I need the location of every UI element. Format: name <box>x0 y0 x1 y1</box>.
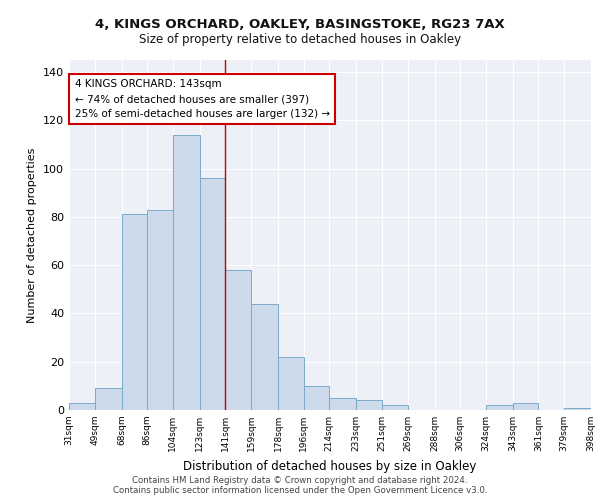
Text: Contains HM Land Registry data © Crown copyright and database right 2024.: Contains HM Land Registry data © Crown c… <box>132 476 468 485</box>
Bar <box>382 405 407 410</box>
Bar <box>564 408 591 410</box>
Text: Contains public sector information licensed under the Open Government Licence v3: Contains public sector information licen… <box>113 486 487 495</box>
Bar <box>122 214 147 410</box>
Bar <box>173 135 200 410</box>
Y-axis label: Number of detached properties: Number of detached properties <box>28 148 37 322</box>
Text: Size of property relative to detached houses in Oakley: Size of property relative to detached ho… <box>139 32 461 46</box>
Bar <box>226 270 251 410</box>
Bar <box>304 386 329 410</box>
Text: 4, KINGS ORCHARD, OAKLEY, BASINGSTOKE, RG23 7AX: 4, KINGS ORCHARD, OAKLEY, BASINGSTOKE, R… <box>95 18 505 30</box>
X-axis label: Distribution of detached houses by size in Oakley: Distribution of detached houses by size … <box>184 460 476 472</box>
Bar <box>513 403 538 410</box>
Bar <box>69 403 95 410</box>
Bar <box>278 357 304 410</box>
Text: 4 KINGS ORCHARD: 143sqm
← 74% of detached houses are smaller (397)
25% of semi-d: 4 KINGS ORCHARD: 143sqm ← 74% of detache… <box>74 80 330 119</box>
Bar <box>251 304 278 410</box>
Bar <box>95 388 122 410</box>
Bar <box>200 178 226 410</box>
Bar <box>356 400 382 410</box>
Bar <box>329 398 356 410</box>
Bar <box>486 405 513 410</box>
Bar <box>147 210 173 410</box>
